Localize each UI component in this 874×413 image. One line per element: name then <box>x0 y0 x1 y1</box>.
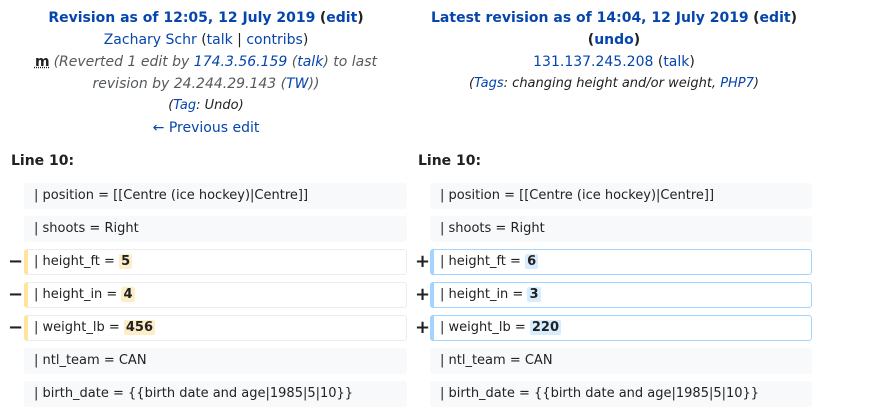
diff-deleted-line: | height_ft = 5 <box>24 249 407 275</box>
new-user-link[interactable]: 131.137.245.208 <box>533 54 654 70</box>
added-value: 220 <box>529 320 562 335</box>
old-user-link[interactable]: Zachary Schr <box>103 32 197 48</box>
minor-edit-badge: m <box>34 54 50 70</box>
diff-deleted-line: | height_in = 4 <box>24 282 407 308</box>
old-revision-header: Revision as of 12:05, 12 July 2019 (edit… <box>0 7 412 139</box>
minus-icon: − <box>8 251 24 272</box>
old-edit-summary: m (Reverted 1 edit by 174.3.56.159 (talk)… <box>34 54 377 92</box>
diff-context-right: | birth_date = {{birth date and age|1985… <box>430 381 812 407</box>
line-number-left: Line 10: <box>11 153 75 169</box>
deleted-value: 4 <box>121 287 135 302</box>
diff-added-line: | height_ft = 6 <box>430 249 812 275</box>
plus-icon: + <box>415 317 431 338</box>
undo-link[interactable]: undo <box>594 32 634 48</box>
summary-tw-link[interactable]: TW <box>286 76 309 92</box>
php7-tag-link[interactable]: PHP7 <box>720 76 754 91</box>
old-edit-link[interactable]: edit <box>326 10 358 26</box>
line-number-right: Line 10: <box>418 153 482 169</box>
minus-icon: − <box>8 284 24 305</box>
diff-context-right: | ntl_team = CAN <box>430 348 812 374</box>
diff-context-left: | birth_date = {{birth date and age|1985… <box>24 381 407 407</box>
previous-edit-link[interactable]: ← Previous edit <box>152 120 260 136</box>
new-edit-link[interactable]: edit <box>759 10 791 26</box>
old-user-talk-link[interactable]: talk <box>206 32 233 48</box>
diff-context-left: | position = [[Centre (ice hockey)|Centr… <box>24 183 407 209</box>
minus-icon: − <box>8 317 24 338</box>
summary-talk-link[interactable]: talk <box>297 54 324 70</box>
new-revision-title: Latest revision as of 14:04, 12 July 201… <box>431 10 797 26</box>
diff-added-line: | height_in = 3 <box>430 282 812 308</box>
old-user-contribs-link[interactable]: contribs <box>246 32 303 48</box>
diff-context-right: | position = [[Centre (ice hockey)|Centr… <box>430 183 812 209</box>
added-value: 6 <box>525 254 539 269</box>
new-user-talk-link[interactable]: talk <box>663 54 690 70</box>
old-revision-user: Zachary Schr (talk | contribs) <box>103 32 309 48</box>
added-value: 3 <box>527 287 541 302</box>
new-tags: (Tags: changing height and/or weight, PH… <box>469 76 759 91</box>
plus-icon: + <box>415 251 431 272</box>
new-revision-header: Latest revision as of 14:04, 12 July 201… <box>414 7 814 95</box>
summary-ip-link[interactable]: 174.3.56.159 <box>193 54 288 70</box>
diff-context-left: | shoots = Right <box>24 216 407 242</box>
old-revision-link[interactable]: Revision as of 12:05, 12 July 2019 <box>48 10 316 26</box>
diff-context-left: | ntl_team = CAN <box>24 348 407 374</box>
diff-deleted-line: | weight_lb = 456 <box>24 315 407 341</box>
new-revision-user: 131.137.245.208 (talk) <box>533 54 695 70</box>
deleted-value: 5 <box>119 254 133 269</box>
old-revision-title: Revision as of 12:05, 12 July 2019 (edit… <box>48 10 364 26</box>
deleted-value: 456 <box>123 320 156 335</box>
old-tags: (Tag: Undo) <box>168 98 244 113</box>
old-tag-link[interactable]: Tag <box>173 98 197 113</box>
diff-added-line: | weight_lb = 220 <box>430 315 812 341</box>
new-revision-link[interactable]: Latest revision as of 14:04, 12 July 201… <box>431 10 749 26</box>
plus-icon: + <box>415 284 431 305</box>
diff-context-right: | shoots = Right <box>430 216 812 242</box>
new-tags-link[interactable]: Tags <box>474 76 504 91</box>
